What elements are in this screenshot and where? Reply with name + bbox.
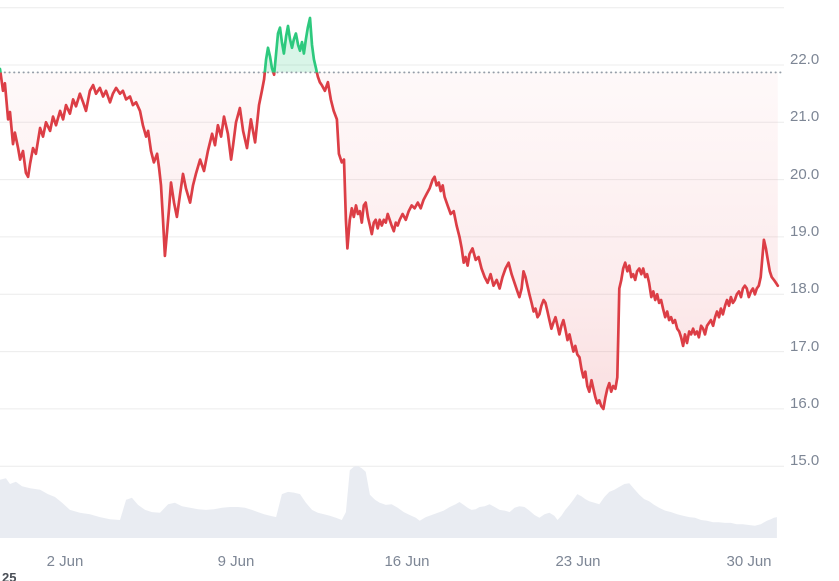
clipped-corner-text: 25 bbox=[2, 571, 17, 581]
volume-area bbox=[0, 466, 777, 538]
y-axis-label: 17.0 bbox=[790, 337, 820, 355]
x-axis-label: 30 Jun bbox=[726, 553, 772, 570]
x-axis-label: 16 Jun bbox=[384, 553, 430, 570]
y-axis-label: 20.0 bbox=[790, 165, 820, 183]
x-axis-label: 2 Jun bbox=[46, 553, 84, 570]
x-axis-label: 23 Jun bbox=[555, 553, 601, 570]
y-axis-label: 21.0 bbox=[790, 108, 820, 126]
y-axis-label: 16.0 bbox=[790, 394, 820, 412]
y-axis-label: 22.0 bbox=[790, 50, 820, 68]
x-axis-label: 9 Jun bbox=[217, 553, 255, 570]
y-axis-label: 19.0 bbox=[790, 222, 820, 240]
area-below-reference bbox=[0, 72, 778, 409]
price-line-down bbox=[0, 72, 780, 411]
y-axis-label: 18.0 bbox=[790, 280, 820, 298]
y-axis-label: 15.0 bbox=[790, 452, 820, 470]
